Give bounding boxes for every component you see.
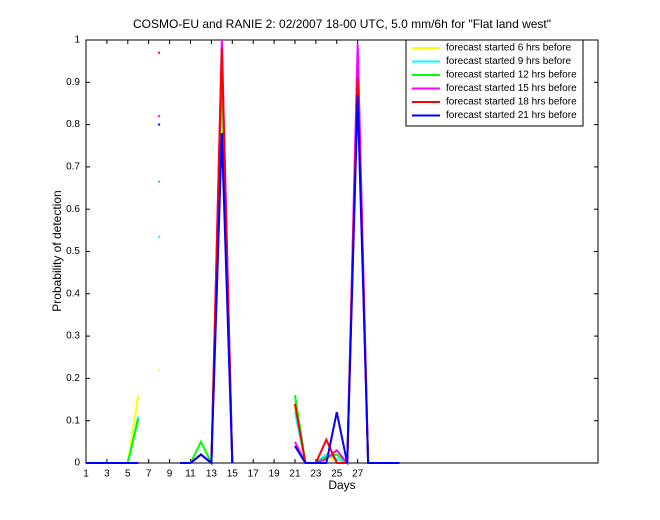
x-tick-label: 27 — [352, 469, 364, 480]
y-tick-label: 1 — [74, 35, 80, 46]
x-tick-label: 1 — [83, 469, 89, 480]
legend-box — [405, 39, 584, 127]
x-tick-label: 21 — [289, 469, 301, 480]
legend-label: forecast started 12 hrs before — [446, 70, 577, 81]
series-line — [294, 94, 400, 464]
y-tick-label: 0.2 — [66, 373, 80, 384]
x-tick-label: 7 — [146, 469, 152, 480]
legend-label: forecast started 9 hrs before — [446, 56, 572, 67]
y-tick-label: 0.8 — [66, 119, 80, 130]
x-tick-label: 23 — [310, 469, 322, 480]
legend-label: forecast started 21 hrs before — [446, 110, 577, 121]
y-tick-label: 0.6 — [66, 204, 80, 215]
series-line — [180, 133, 234, 466]
y-tick-label: 0.7 — [66, 162, 80, 173]
x-tick-label: 11 — [185, 469, 196, 480]
legend-label: forecast started 15 hrs before — [446, 83, 577, 94]
y-tick-label: 0.4 — [66, 288, 80, 299]
y-tick-label: 0.5 — [66, 246, 80, 257]
chart-title: COSMO-EU and RANIE 2: 02/2007 18-00 UTC,… — [133, 17, 551, 31]
x-axis-label: Days — [328, 478, 355, 492]
y-tick-label: 0.1 — [66, 415, 80, 426]
y-axis-label: Probability of detection — [50, 190, 64, 311]
y-tick-label: 0 — [74, 458, 80, 469]
legend-label: forecast started 18 hrs before — [446, 97, 577, 108]
legend-label: forecast started 6 hrs before — [446, 43, 572, 54]
x-tick-label: 17 — [248, 469, 260, 480]
x-tick-label: 5 — [125, 469, 131, 480]
x-tick-label: 3 — [104, 469, 110, 480]
x-tick-label: 25 — [331, 469, 343, 480]
x-tick-label: 19 — [269, 469, 281, 480]
y-tick-label: 0.9 — [66, 77, 80, 88]
x-tick-label: 9 — [167, 469, 173, 480]
y-tick-label: 0.3 — [66, 331, 80, 342]
x-tick-label: 13 — [206, 469, 218, 480]
x-tick-label: 15 — [227, 469, 239, 480]
